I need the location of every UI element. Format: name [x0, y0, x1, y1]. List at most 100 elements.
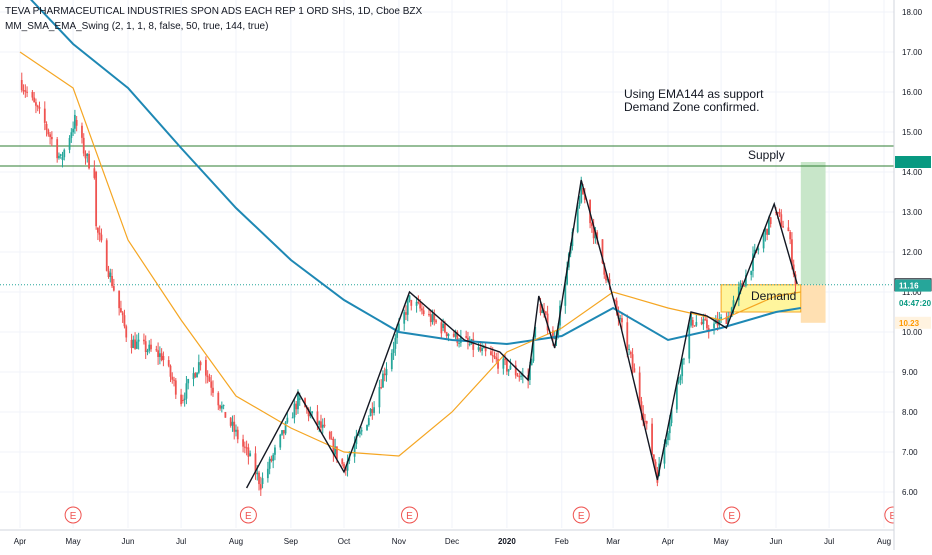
- target-profit-zone: [800, 162, 826, 285]
- price-label: 11.16: [899, 282, 919, 291]
- candle-body: [497, 359, 499, 369]
- earnings-marker: [239, 506, 257, 524]
- candle-body: [125, 326, 128, 338]
- candle-body: [254, 453, 257, 475]
- candle-body: [59, 154, 62, 156]
- candle-body: [656, 470, 659, 483]
- candle-body: [233, 421, 236, 432]
- candle-body: [645, 421, 648, 424]
- candle-body: [764, 228, 767, 235]
- candle-body: [231, 421, 234, 426]
- candle-body: [546, 313, 549, 331]
- candle-body: [396, 330, 399, 338]
- candle-body: [123, 315, 126, 327]
- candle-body: [112, 286, 115, 291]
- candle-body: [516, 375, 519, 377]
- candle-body: [651, 423, 653, 455]
- candle-body: [143, 339, 145, 342]
- candle-body: [295, 403, 298, 410]
- candle-body: [718, 318, 721, 326]
- candle-body: [311, 411, 314, 414]
- candle-body: [206, 375, 209, 378]
- candle-body: [279, 434, 282, 448]
- candle-body: [323, 424, 326, 427]
- candle-body: [447, 334, 450, 337]
- y-tick-label: 16.00: [902, 88, 923, 97]
- candle-body: [644, 420, 646, 422]
- y-tick-label: 8.00: [902, 408, 918, 417]
- candle-body: [766, 228, 769, 235]
- candle-body: [605, 274, 607, 281]
- candle-body: [236, 429, 239, 440]
- candle-body: [668, 422, 671, 434]
- x-tick-label: Jun: [770, 537, 783, 546]
- candle-body: [245, 447, 248, 449]
- candle-body: [286, 417, 289, 423]
- indicator-legend[interactable]: MM_SMA_EMA_Swing (2, 1, 1, 8, false, 50,…: [5, 21, 269, 32]
- candle-body: [148, 344, 151, 351]
- candle-body: [638, 372, 641, 402]
- x-tick-label: Apr: [14, 537, 27, 546]
- candle-body: [272, 454, 275, 461]
- candle-body: [431, 314, 434, 323]
- x-tick-label: Apr: [662, 537, 675, 546]
- x-tick-label: Sep: [284, 537, 299, 546]
- candle-body: [700, 322, 703, 325]
- candle-body: [291, 417, 294, 419]
- price-axis: [894, 0, 932, 550]
- candle-body: [316, 411, 319, 425]
- earnings-marker-label: E: [245, 511, 252, 522]
- candle-body: [617, 310, 620, 319]
- candle-body: [270, 458, 273, 461]
- price-label: 14.25: [899, 158, 920, 167]
- candle-body: [417, 301, 420, 303]
- candle-body: [235, 429, 237, 432]
- candle-body: [695, 322, 698, 326]
- candle-body: [47, 129, 50, 135]
- x-tick-label: Jun: [122, 537, 135, 546]
- candle-body: [390, 352, 393, 370]
- candle-body: [118, 290, 121, 309]
- candle-body: [298, 398, 301, 400]
- candle-body: [258, 472, 260, 485]
- candle-body: [739, 283, 742, 287]
- candle-body: [268, 458, 271, 469]
- candle-body: [367, 418, 370, 426]
- x-tick-label: Aug: [877, 537, 891, 546]
- candle-body: [38, 107, 41, 109]
- candle-body: [576, 206, 579, 232]
- candle-body: [219, 405, 221, 409]
- note-line-1: Using EMA144 as support: [624, 87, 764, 101]
- candle-body: [58, 155, 60, 159]
- candle-body: [477, 347, 480, 350]
- candle-body: [465, 336, 468, 338]
- ema144-line: [30, 0, 801, 346]
- sma50-line: [19, 51, 801, 457]
- earnings-marker-label: E: [728, 511, 735, 522]
- candle-body: [82, 137, 85, 154]
- candle-body: [693, 325, 696, 327]
- x-tick-label: 2020: [498, 537, 516, 546]
- candle-body: [158, 353, 161, 357]
- candle-body: [725, 317, 728, 324]
- candle-body: [633, 368, 636, 373]
- candle-body: [504, 358, 507, 361]
- candle-body: [22, 90, 25, 92]
- candle-body: [642, 412, 645, 421]
- candle-body: [456, 331, 459, 343]
- candle-body: [667, 433, 669, 441]
- candle-body: [137, 339, 140, 342]
- candle-body: [217, 392, 220, 406]
- price-label: 10.23: [899, 319, 920, 328]
- candle-body: [615, 300, 618, 311]
- candle-body: [167, 360, 170, 366]
- price-label: 04:47:20: [899, 299, 932, 308]
- candle-body: [220, 405, 223, 409]
- candle-body: [196, 372, 198, 378]
- candle-body: [683, 358, 685, 360]
- candle-body: [144, 341, 147, 352]
- candle-body: [150, 344, 152, 350]
- demand-label: Demand: [751, 289, 797, 303]
